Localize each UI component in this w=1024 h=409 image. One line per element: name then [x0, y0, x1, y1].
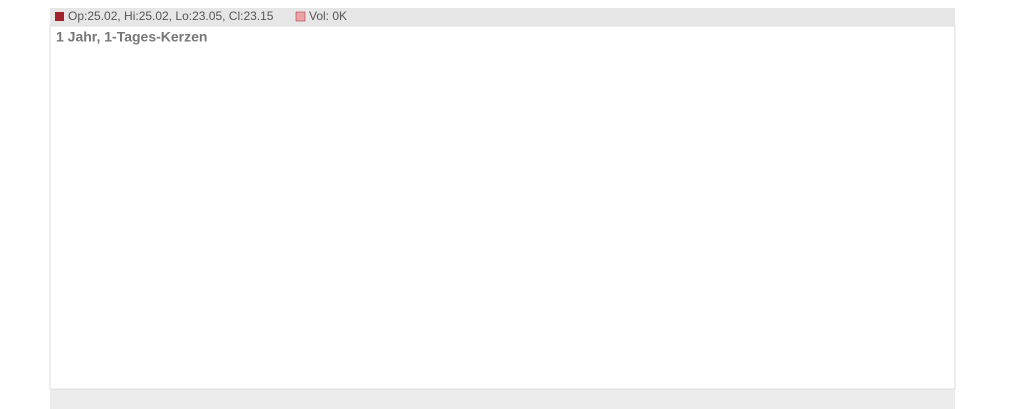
header-bar — [50, 8, 955, 26]
x-axis-bar — [50, 389, 955, 409]
plot-frame — [49, 25, 956, 390]
ohlc-header: Op:25.02, Hi:25.02, Lo:23.05, Cl:23.15 — [68, 9, 274, 23]
volume-swatch — [295, 11, 306, 22]
subtitle: 1 Jahr, 1-Tages-Kerzen — [56, 29, 207, 45]
price-swatch — [55, 12, 64, 21]
volume-header: Vol: 0K — [309, 9, 347, 23]
